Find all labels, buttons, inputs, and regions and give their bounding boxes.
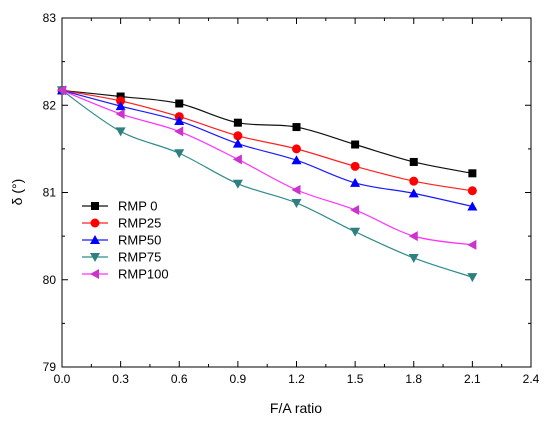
series-line (61, 89, 473, 208)
y-tick-label: 83 (43, 11, 57, 25)
data-point (350, 177, 361, 187)
data-point (174, 149, 185, 159)
legend-label: RMP100 (118, 267, 169, 282)
data-point (467, 186, 477, 196)
series-rmp50 (57, 85, 478, 211)
data-point (116, 96, 126, 106)
legend-item: RMP50 (82, 233, 161, 248)
legend-marker (90, 269, 99, 279)
legend-item: RMP100 (82, 267, 169, 282)
data-point (408, 231, 418, 242)
series-line (61, 89, 473, 192)
data-point (174, 126, 184, 137)
x-tick-label: 0.6 (171, 372, 188, 386)
legend-item: RMP75 (82, 250, 161, 265)
x-tick-label: 0.3 (112, 372, 129, 386)
data-point (233, 118, 242, 127)
x-tick-label: 1.5 (347, 372, 364, 386)
series-rmp75 (57, 86, 478, 283)
data-point (350, 161, 360, 171)
y-tick-label: 82 (43, 98, 57, 112)
data-point (408, 253, 419, 263)
data-point (291, 184, 301, 195)
series-line (61, 89, 473, 174)
x-tick-label: 0.9 (230, 372, 247, 386)
legend-marker (90, 235, 100, 244)
series-rmp100 (57, 85, 477, 250)
data-point (409, 157, 418, 166)
series-line (61, 89, 473, 246)
series-line (61, 89, 473, 278)
legend: RMP 0 RMP25 RMP50 RMP75 RMP100 (82, 199, 169, 282)
legend-marker (90, 253, 100, 262)
data-point (350, 204, 360, 215)
series-layer (57, 85, 478, 283)
x-axis-title: F/A ratio (270, 400, 322, 416)
data-point (292, 144, 301, 154)
data-point (232, 179, 243, 189)
legend-marker (90, 218, 100, 228)
data-point (409, 176, 419, 186)
data-point (467, 239, 477, 250)
ticks-layer: 0.0 0.3 0.6 0.9 1.2 1.5 1.8 2.1 2.4 79 80 81 82 83 (43, 11, 540, 386)
y-tick-label: 79 (43, 360, 57, 374)
data-point (175, 99, 184, 108)
data-point (174, 115, 185, 125)
x-tick-label: 2.1 (464, 372, 481, 386)
data-point (57, 85, 66, 96)
data-point (115, 108, 125, 119)
x-tick-label: 0.0 (54, 372, 71, 386)
data-point (291, 155, 302, 165)
data-point (233, 131, 243, 141)
data-point (467, 201, 478, 211)
data-point (408, 188, 419, 198)
y-tick-label: 81 (43, 186, 57, 200)
data-point (292, 123, 301, 132)
y-axis-title: δ (°) (9, 179, 25, 206)
data-point (115, 127, 126, 137)
y-tick-label: 80 (43, 273, 57, 287)
x-tick-label: 2.4 (523, 372, 540, 386)
x-tick-label: 1.8 (405, 372, 422, 386)
legend-marker (91, 202, 99, 210)
data-point (350, 227, 361, 237)
x-tick-label: 1.2 (288, 372, 305, 386)
legend-label: RMP75 (118, 250, 161, 265)
data-point (232, 138, 243, 148)
data-point (468, 169, 477, 178)
data-point (115, 101, 126, 111)
legend-item: RMP25 (82, 216, 161, 231)
legend-label: RMP 0 (118, 199, 158, 214)
legend-label: RMP50 (118, 233, 161, 248)
legend-label: RMP25 (118, 216, 161, 231)
series-rmp25 (57, 85, 477, 196)
data-point (467, 273, 478, 283)
data-point (232, 154, 242, 165)
data-point (291, 198, 302, 208)
data-point (351, 140, 360, 149)
legend-item: RMP 0 (82, 199, 158, 214)
